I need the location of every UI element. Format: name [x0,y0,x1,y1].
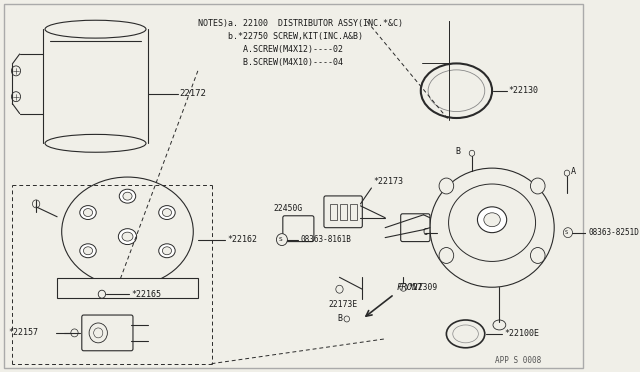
Text: B: B [338,314,342,324]
Text: NOTES)a. 22100  DISTRIBUTOR ASSY(INC.*&C): NOTES)a. 22100 DISTRIBUTOR ASSY(INC.*&C) [198,19,403,28]
Text: *22162: *22162 [227,235,257,244]
FancyBboxPatch shape [401,214,430,241]
Text: *22309: *22309 [408,283,437,292]
Circle shape [93,328,103,338]
Ellipse shape [119,189,136,203]
Bar [57,278,198,298]
Text: *22157: *22157 [9,328,38,337]
Text: *22100E: *22100E [504,329,539,339]
Circle shape [12,66,20,76]
Ellipse shape [428,70,484,112]
Circle shape [469,150,475,156]
Ellipse shape [163,209,172,217]
Text: 22173E: 22173E [328,299,358,309]
Ellipse shape [80,244,96,258]
Circle shape [276,234,287,246]
Ellipse shape [159,206,175,219]
Ellipse shape [159,244,175,258]
Bar [330,204,337,220]
Text: b.*22750 SCREW,KIT(INC.A&B): b.*22750 SCREW,KIT(INC.A&B) [198,32,363,41]
Circle shape [400,283,407,291]
Ellipse shape [452,325,478,343]
Ellipse shape [123,192,132,200]
Text: 08363-8251D: 08363-8251D [588,228,639,237]
Ellipse shape [83,247,93,255]
Ellipse shape [484,213,500,227]
Ellipse shape [493,320,506,330]
Circle shape [12,92,20,102]
Ellipse shape [420,63,492,118]
Text: B: B [456,147,461,156]
Ellipse shape [430,168,554,287]
Text: 08363-8161B: 08363-8161B [300,235,351,244]
Ellipse shape [83,209,93,217]
Ellipse shape [118,229,136,244]
Circle shape [531,178,545,194]
Circle shape [89,323,108,343]
Text: 22450G: 22450G [274,204,303,213]
Ellipse shape [45,20,146,38]
Circle shape [99,290,106,298]
Bar [351,204,357,220]
Text: APP S 0008: APP S 0008 [495,356,541,365]
Circle shape [33,200,40,208]
FancyBboxPatch shape [283,216,314,241]
Text: A.SCREW(M4X12)----02: A.SCREW(M4X12)----02 [198,45,343,54]
Text: FRONT: FRONT [396,283,423,292]
Text: S: S [564,230,568,235]
Text: *22130: *22130 [509,86,538,95]
Text: *22165: *22165 [131,290,161,299]
Ellipse shape [45,134,146,152]
FancyBboxPatch shape [82,315,133,351]
Text: C: C [422,228,428,237]
Text: *22173: *22173 [373,177,403,186]
Ellipse shape [122,232,133,241]
Ellipse shape [80,206,96,219]
Circle shape [564,170,570,176]
Text: B.SCREW(M4X10)----04: B.SCREW(M4X10)----04 [198,58,343,67]
Ellipse shape [446,320,484,348]
FancyBboxPatch shape [324,196,362,228]
Circle shape [344,316,349,322]
Text: A: A [571,167,575,176]
Ellipse shape [477,207,507,232]
Text: S: S [278,237,282,242]
Circle shape [336,285,343,293]
Text: 22172: 22172 [180,89,207,98]
Circle shape [531,247,545,263]
Circle shape [563,228,572,238]
Bar [340,204,347,220]
Circle shape [439,178,454,194]
Ellipse shape [61,177,193,286]
Circle shape [71,329,78,337]
Ellipse shape [163,247,172,255]
Circle shape [439,247,454,263]
Ellipse shape [449,184,536,262]
